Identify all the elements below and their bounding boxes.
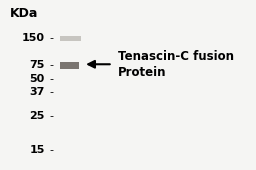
Bar bbox=[60, 62, 79, 69]
Text: -: - bbox=[50, 87, 54, 97]
Text: -: - bbox=[50, 33, 54, 43]
Text: -: - bbox=[50, 61, 54, 70]
Text: -: - bbox=[50, 74, 54, 84]
Text: -: - bbox=[50, 145, 54, 155]
Text: 15: 15 bbox=[29, 145, 45, 155]
Text: 25: 25 bbox=[29, 112, 45, 121]
Text: Protein: Protein bbox=[118, 66, 166, 79]
Text: 150: 150 bbox=[22, 33, 45, 43]
Text: KDa: KDa bbox=[10, 7, 39, 20]
Text: 50: 50 bbox=[29, 74, 45, 84]
Bar bbox=[60, 36, 81, 41]
Text: Tenascin-C fusion: Tenascin-C fusion bbox=[118, 50, 234, 63]
Text: 37: 37 bbox=[29, 87, 45, 97]
Text: -: - bbox=[50, 112, 54, 121]
Text: 75: 75 bbox=[29, 61, 45, 70]
